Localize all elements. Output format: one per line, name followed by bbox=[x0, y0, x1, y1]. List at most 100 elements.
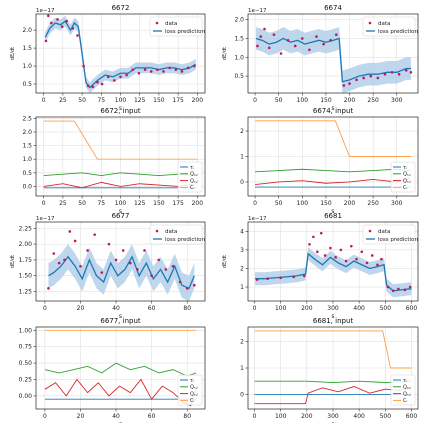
x-tick-label: 40 bbox=[112, 305, 120, 312]
data-point bbox=[79, 264, 82, 268]
data-point bbox=[137, 71, 141, 75]
y-axis-label: dE/dt bbox=[10, 255, 16, 268]
legend-box bbox=[390, 374, 416, 406]
x-axis-label: s bbox=[331, 208, 334, 215]
data-point bbox=[52, 252, 56, 255]
data-point bbox=[107, 242, 111, 246]
data-point bbox=[301, 37, 304, 40]
chart-panel-6674: 0 50 100 150 200 250 300 0.5 1.0 1.5 2.0 6674 s dE/dt… bbox=[222, 4, 418, 112]
input-line-qsi bbox=[44, 362, 197, 377]
x-axis-label: s bbox=[119, 313, 122, 320]
data-point bbox=[376, 263, 379, 267]
data-point bbox=[369, 74, 373, 78]
y-tick-label: 2.0 bbox=[22, 129, 32, 136]
plot-area bbox=[255, 231, 412, 298]
data-point bbox=[350, 244, 353, 248]
y-axis-label: dE/dt bbox=[222, 255, 228, 268]
axes-frame bbox=[247, 13, 419, 94]
x-tick-label: 500 bbox=[380, 413, 392, 420]
y-tick-label: 0 bbox=[240, 179, 244, 186]
plot-area bbox=[47, 230, 196, 301]
legend-label: τᵢ bbox=[190, 378, 194, 384]
input-line-qsl bbox=[44, 378, 197, 407]
y-tick-label: 2 bbox=[240, 339, 244, 346]
data-point bbox=[329, 246, 332, 250]
axes-frame bbox=[35, 326, 206, 410]
y-tick-label: 1.5 bbox=[234, 35, 244, 42]
x-tick-label: 200 bbox=[301, 305, 313, 312]
y-tick-label: 1 bbox=[240, 365, 244, 372]
axes-frame bbox=[35, 13, 206, 94]
y-tick-label: 0.50 bbox=[19, 360, 33, 367]
uncertainty-band bbox=[45, 15, 196, 93]
y-tick-label: 0.00 bbox=[19, 393, 33, 400]
data-point bbox=[106, 75, 110, 79]
input-line-ci bbox=[43, 120, 198, 160]
data-point bbox=[193, 283, 196, 287]
x-tick-label: 75 bbox=[97, 97, 105, 104]
data-point bbox=[362, 76, 365, 80]
plot-area bbox=[255, 27, 413, 93]
data-point bbox=[100, 82, 104, 86]
data-point bbox=[86, 249, 89, 252]
x-tick-label: 0 bbox=[43, 305, 47, 312]
data-point bbox=[76, 34, 79, 37]
data-point bbox=[322, 42, 325, 46]
data-point bbox=[192, 64, 196, 68]
x-tick-label: 150 bbox=[320, 200, 332, 207]
data-point bbox=[293, 44, 297, 48]
data-point bbox=[390, 71, 394, 74]
uncertainty-band bbox=[255, 247, 412, 298]
x-tick-label: 0 bbox=[253, 200, 257, 207]
x-tick-label: 100 bbox=[275, 413, 287, 420]
legend-marker-data bbox=[155, 229, 159, 233]
x-tick-label: 100 bbox=[115, 97, 127, 104]
x-tick-label: 100 bbox=[115, 200, 127, 207]
plot-area bbox=[43, 120, 198, 189]
legend-label: loss prediction bbox=[165, 237, 205, 243]
input-line-qsl bbox=[43, 181, 198, 189]
x-tick-label: 50 bbox=[275, 97, 283, 104]
data-point bbox=[348, 82, 351, 85]
legend: data loss prediction bbox=[149, 224, 205, 245]
data-point bbox=[272, 33, 276, 36]
x-axis-label: s bbox=[119, 421, 122, 423]
loss-prediction-line bbox=[44, 20, 197, 89]
data-point bbox=[60, 25, 64, 28]
legend: data loss prediction bbox=[362, 224, 418, 245]
axes-frame bbox=[247, 116, 419, 197]
x-tick-label: 0 bbox=[42, 200, 46, 207]
legend-box bbox=[149, 224, 203, 245]
data-point bbox=[355, 78, 358, 82]
loss-prediction-line bbox=[255, 37, 411, 83]
data-point bbox=[185, 287, 189, 290]
x-tick-label: 200 bbox=[301, 413, 313, 420]
x-tick-label: 20 bbox=[77, 305, 85, 312]
data-point bbox=[286, 39, 290, 42]
y-tick-label: 0.5 bbox=[234, 73, 244, 80]
input-line-ci bbox=[254, 330, 412, 369]
data-point bbox=[46, 14, 50, 18]
x-axis-label: s bbox=[119, 208, 122, 215]
data-point bbox=[308, 48, 311, 52]
y-tick-label: 1.25 bbox=[19, 289, 33, 296]
legend: data loss prediction bbox=[362, 16, 418, 37]
chart-title: 6674 bbox=[324, 4, 342, 12]
y-axis-exponent: 1e−17 bbox=[248, 8, 267, 14]
x-tick-label: 60 bbox=[148, 413, 156, 420]
data-point bbox=[370, 254, 374, 257]
data-point bbox=[391, 289, 395, 293]
y-tick-label: 1 bbox=[240, 154, 244, 161]
data-point bbox=[386, 285, 390, 289]
data-point bbox=[408, 285, 412, 289]
x-tick-label: 50 bbox=[78, 200, 86, 207]
x-tick-label: 125 bbox=[134, 97, 146, 104]
legend-label: τᵢ bbox=[403, 378, 407, 384]
chart-title: 6681 bbox=[324, 212, 342, 220]
data-point bbox=[186, 66, 190, 70]
data-point bbox=[360, 250, 364, 254]
x-tick-label: 20 bbox=[77, 413, 85, 420]
y-tick-label: 1.75 bbox=[19, 257, 33, 264]
